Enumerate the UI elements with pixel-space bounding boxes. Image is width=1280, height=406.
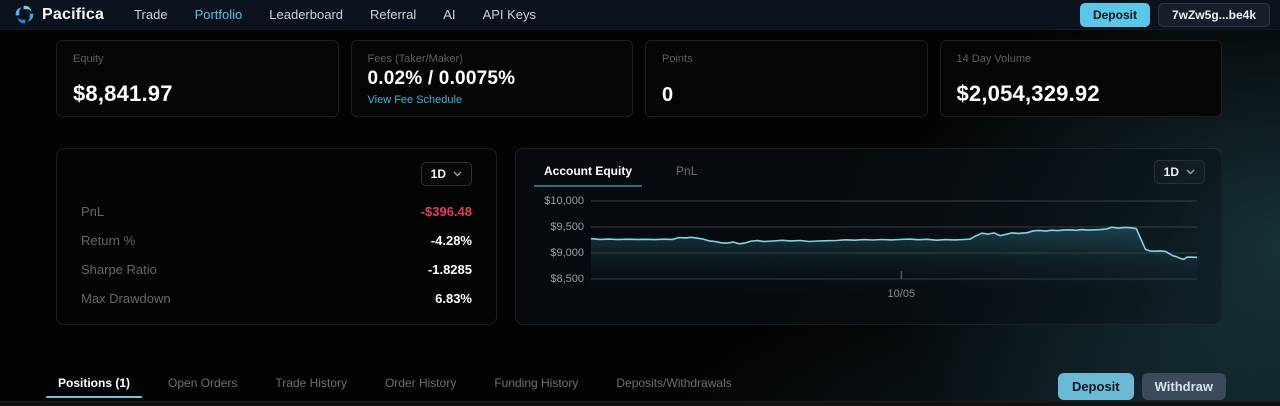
nav-ai[interactable]: AI (443, 7, 456, 22)
return-label: Return % (81, 233, 136, 248)
tab-order-history[interactable]: Order History (384, 376, 457, 390)
metric-row-return: Return % -4.28% (81, 226, 472, 255)
tab-trade-history[interactable]: Trade History (275, 376, 347, 390)
bottom-tabs: Positions (1) Open Orders Trade History … (46, 371, 744, 401)
metric-row-drawdown: Max Drawdown 6.83% (81, 284, 472, 313)
nav-portfolio[interactable]: Portfolio (194, 7, 243, 22)
chevron-down-icon (453, 171, 462, 177)
stat-card-fees: Fees (Taker/Maker) 0.02% / 0.0075% View … (350, 40, 633, 117)
nav-links: Trade Portfolio Leaderboard Referral AI … (134, 7, 536, 22)
fees-label: Fees (Taker/Maker) (367, 53, 463, 65)
fees-value: 0.02% / 0.0075% (367, 68, 516, 90)
brand[interactable]: Pacifica (14, 4, 104, 25)
metric-rows: PnL -$396.48 Return % -4.28% Sharpe Rati… (81, 197, 472, 313)
volume-value: $2,054,329.92 (956, 80, 1100, 106)
drawdown-label: Max Drawdown (81, 291, 171, 306)
bottom-actions: Deposit Withdraw (1057, 372, 1226, 400)
chart-header: Account Equity PnL 1D (516, 149, 1221, 187)
tab-deposits-withdrawals[interactable]: Deposits/Withdrawals (616, 376, 732, 390)
points-value: 0 (662, 84, 674, 106)
tab-pnl[interactable]: PnL (676, 164, 698, 178)
stat-card-points: Points 0 (645, 40, 928, 117)
deposit-button-top[interactable]: Deposit (1079, 2, 1150, 27)
brand-name: Pacifica (42, 5, 105, 23)
equity-value: $8,841.97 (73, 80, 173, 106)
tab-account-equity[interactable]: Account Equity (534, 160, 643, 187)
stat-card-equity: Equity $8,841.97 (56, 40, 339, 117)
chart-panel: Account Equity PnL 1D $10,000 $9,500 $9,… (515, 148, 1222, 325)
wallet-address-button[interactable]: 7wZw5g...be4k (1157, 2, 1270, 27)
nav-referral[interactable]: Referral (370, 7, 417, 22)
top-nav: Pacifica Trade Portfolio Leaderboard Ref… (0, 0, 1280, 30)
equity-curve-svg: 10/05 (591, 200, 1197, 300)
ytick-8500: $8,500 (550, 273, 584, 285)
stats-row: Equity $8,841.97 Fees (Taker/Maker) 0.02… (56, 40, 1222, 117)
ytick-10000: $10,000 (544, 195, 584, 207)
chevron-down-icon (1186, 169, 1195, 175)
metric-row-pnl: PnL -$396.48 (81, 197, 472, 226)
return-value: -4.28% (430, 233, 472, 248)
bottom-bar: Positions (1) Open Orders Trade History … (46, 371, 1226, 401)
equity-line (591, 226, 1197, 261)
table-area-edge (0, 401, 1280, 406)
pnl-label: PnL (81, 204, 105, 219)
pacifica-logo-icon (14, 4, 35, 25)
ytick-9000: $9,000 (550, 247, 584, 259)
withdraw-button[interactable]: Withdraw (1141, 372, 1226, 400)
tab-funding-history[interactable]: Funding History (494, 376, 579, 390)
nav-api-keys[interactable]: API Keys (482, 7, 537, 22)
chart-period-value: 1D (1163, 165, 1179, 179)
tab-positions[interactable]: Positions (1) (46, 370, 143, 401)
chart-period-select[interactable]: 1D (1153, 160, 1205, 184)
nav-right: Deposit 7wZw5g...be4k (1079, 2, 1270, 27)
sharpe-value: -1.8285 (427, 262, 472, 277)
pnl-value: -$396.48 (420, 204, 472, 219)
nav-leaderboard[interactable]: Leaderboard (269, 7, 344, 22)
xtick-label: 10/05 (888, 288, 916, 300)
metrics-period-value: 1D (430, 167, 446, 181)
equity-chart[interactable]: $10,000 $9,500 $9,000 $8,500 10/05 (516, 193, 1221, 324)
volume-label: 14 Day Volume (956, 53, 1032, 65)
deposit-button-bottom[interactable]: Deposit (1057, 372, 1134, 400)
nav-trade[interactable]: Trade (134, 7, 168, 22)
metrics-period-select[interactable]: 1D (420, 162, 472, 186)
stat-card-volume: 14 Day Volume $2,054,329.92 (939, 40, 1222, 117)
tab-open-orders[interactable]: Open Orders (168, 376, 238, 390)
metrics-panel: 1D PnL -$396.48 Return % -4.28% Sharpe R… (56, 148, 497, 325)
equity-label: Equity (73, 53, 104, 65)
view-fee-schedule-link[interactable]: View Fee Schedule (367, 94, 463, 106)
ytick-9500: $9,500 (550, 221, 584, 233)
drawdown-value: 6.83% (435, 291, 472, 306)
chart-tabs: Account Equity PnL (534, 160, 707, 187)
sharpe-label: Sharpe Ratio (81, 262, 157, 277)
points-label: Points (662, 53, 693, 65)
metric-row-sharpe: Sharpe Ratio -1.8285 (81, 255, 472, 284)
